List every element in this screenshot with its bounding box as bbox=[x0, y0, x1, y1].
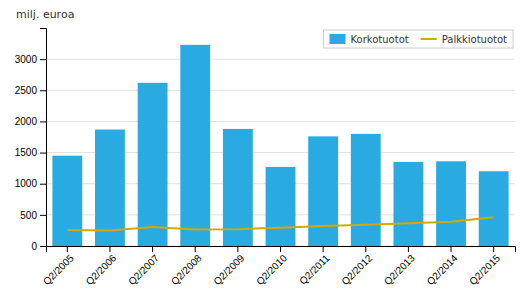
grid-line bbox=[46, 121, 515, 122]
chart: 050010001500200025003000Q2/2005Q2/2006Q2… bbox=[0, 0, 529, 302]
x-axis: Q2/2005Q2/2006Q2/2007Q2/2008Q2/2009Q2/20… bbox=[41, 246, 516, 287]
x-tick-label: Q2/2005 bbox=[41, 252, 76, 287]
x-tick-mark bbox=[280, 246, 281, 252]
bar-series bbox=[52, 45, 508, 246]
legend-item: Korkotuotot bbox=[330, 34, 409, 45]
bar bbox=[52, 156, 82, 246]
y-tick-label: 0 bbox=[31, 241, 37, 252]
y-tick: 500 bbox=[20, 210, 46, 221]
x-tick-mark bbox=[109, 246, 110, 252]
y-tick: 1000 bbox=[15, 178, 46, 189]
grid bbox=[46, 59, 515, 246]
y-tick-mark bbox=[40, 90, 46, 91]
y-tick-label: 1000 bbox=[15, 178, 38, 189]
x-tick-mark bbox=[67, 246, 68, 252]
x-tick-label: Q2/2015 bbox=[467, 252, 502, 287]
legend-label: Korkotuotot bbox=[351, 34, 409, 45]
x-tick-mark bbox=[365, 246, 366, 252]
bar bbox=[351, 134, 381, 246]
x-tick-mark bbox=[152, 246, 153, 252]
x-tick-label: Q2/2013 bbox=[382, 252, 417, 287]
x-tick-label: Q2/2009 bbox=[211, 252, 246, 287]
y-tick-mark bbox=[40, 246, 46, 247]
grid-line bbox=[46, 59, 515, 60]
x-tick-label: Q2/2006 bbox=[84, 252, 119, 287]
x-tick: Q2/2011 bbox=[297, 246, 332, 287]
bar bbox=[138, 83, 168, 246]
y-tick-label: 2000 bbox=[15, 116, 38, 127]
y-tick-mark bbox=[40, 184, 46, 185]
y-axis-line bbox=[40, 29, 47, 247]
x-tick-mark bbox=[408, 246, 409, 252]
bar bbox=[266, 167, 296, 246]
x-tick: Q2/2013 bbox=[382, 246, 417, 287]
y-tick-mark bbox=[40, 121, 46, 122]
legend: Korkotuotot Palkkiotuotot bbox=[324, 30, 514, 48]
y-tick-label: 2500 bbox=[15, 85, 38, 96]
line bbox=[67, 217, 493, 230]
y-tick: 2500 bbox=[15, 85, 46, 96]
bar bbox=[393, 162, 423, 246]
x-tick: Q2/2007 bbox=[126, 246, 161, 287]
x-axis-line bbox=[47, 247, 516, 253]
legend-item: Palkkiotuotot bbox=[421, 34, 507, 45]
y-tick-mark bbox=[40, 59, 46, 60]
x-tick: Q2/2006 bbox=[84, 246, 119, 287]
x-tick-label: Q2/2014 bbox=[425, 252, 460, 287]
y-tick: 0 bbox=[31, 241, 46, 252]
x-tick: Q2/2014 bbox=[425, 246, 460, 287]
bar bbox=[436, 161, 466, 246]
y-tick: 1500 bbox=[15, 147, 46, 158]
bar bbox=[95, 130, 125, 246]
x-tick-label: Q2/2008 bbox=[169, 252, 204, 287]
x-tick-label: Q2/2012 bbox=[339, 252, 374, 287]
x-tick: Q2/2015 bbox=[467, 246, 502, 287]
bar bbox=[308, 136, 338, 246]
legend-swatch bbox=[421, 38, 437, 40]
bar bbox=[479, 171, 509, 246]
y-tick-mark bbox=[40, 153, 46, 154]
x-tick-mark bbox=[195, 246, 196, 252]
x-tick-mark bbox=[323, 246, 324, 252]
x-tick: Q2/2009 bbox=[211, 246, 246, 287]
x-tick: Q2/2012 bbox=[339, 246, 374, 287]
bar bbox=[180, 45, 210, 246]
x-tick-label: Q2/2007 bbox=[126, 252, 161, 287]
y-axis: 0 500 1000 1500 2000 2500 3000 bbox=[15, 29, 47, 252]
y-label: milj. euroa bbox=[16, 8, 74, 21]
y-tick-label: 3000 bbox=[15, 54, 38, 65]
x-tick-mark bbox=[451, 246, 452, 252]
y-tick: 3000 bbox=[15, 54, 46, 65]
grid-line bbox=[46, 90, 515, 91]
x-tick-mark bbox=[493, 246, 494, 252]
x-tick-mark bbox=[237, 246, 238, 252]
x-tick-label: Q2/2011 bbox=[297, 252, 332, 287]
legend-label: Palkkiotuotot bbox=[442, 34, 507, 45]
legend-frame bbox=[324, 30, 514, 48]
legend-swatch bbox=[330, 34, 346, 44]
x-tick-label: Q2/2010 bbox=[254, 252, 289, 287]
y-tick-label: 1500 bbox=[15, 147, 38, 158]
marks bbox=[52, 45, 508, 246]
x-tick: Q2/2005 bbox=[41, 246, 76, 287]
y-tick: 2000 bbox=[15, 116, 46, 127]
x-tick: Q2/2008 bbox=[169, 246, 204, 287]
y-tick-label: 500 bbox=[20, 210, 37, 221]
y-tick-mark bbox=[40, 215, 46, 216]
x-tick: Q2/2010 bbox=[254, 246, 289, 287]
plot: 050010001500200025003000Q2/2005Q2/2006Q2… bbox=[15, 29, 516, 288]
